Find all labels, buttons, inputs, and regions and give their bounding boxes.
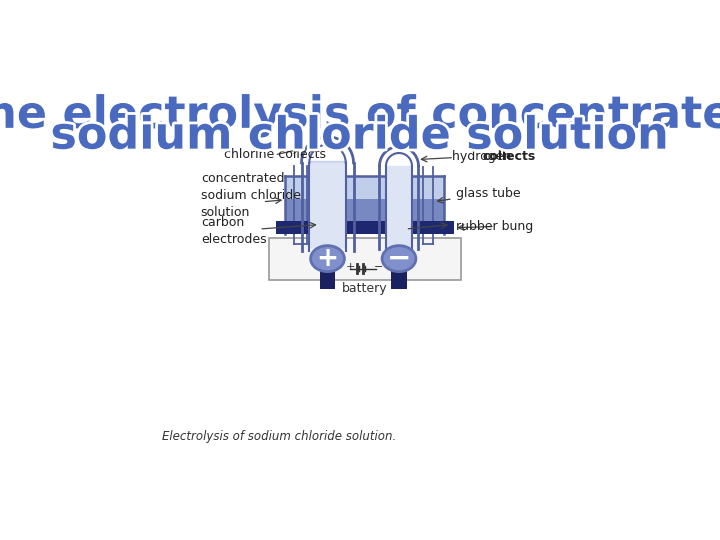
Bar [285, 199, 444, 234]
Ellipse shape [310, 246, 344, 272]
Bar [276, 221, 454, 234]
Text: Electrolysis of sodium chloride solution.: Electrolysis of sodium chloride solution… [162, 430, 396, 443]
Text: carbon
electrodes: carbon electrodes [201, 216, 266, 246]
Text: +: + [317, 246, 338, 272]
Text: concentrated
sodium chloride
solution: concentrated sodium chloride solution [201, 172, 301, 219]
Bar [320, 225, 336, 289]
Text: battery: battery [342, 282, 387, 295]
Text: collects: collects [483, 150, 536, 163]
Text: glass tube: glass tube [438, 187, 520, 203]
Text: rubber bung: rubber bung [456, 220, 534, 233]
Text: sodium chloride solution: sodium chloride solution [50, 114, 670, 158]
Bar [269, 238, 461, 280]
Text: hydrogen: hydrogen [452, 150, 516, 163]
Text: −: − [374, 262, 384, 272]
Text: The electrolysis of concentrated: The electrolysis of concentrated [0, 94, 720, 137]
Text: −: − [387, 245, 411, 273]
Text: chlorine collects: chlorine collects [223, 148, 325, 161]
Bar [320, 231, 335, 238]
Bar [391, 225, 407, 289]
Ellipse shape [382, 246, 416, 272]
Bar [285, 176, 444, 199]
Bar [285, 222, 444, 234]
Bar [392, 234, 406, 238]
Bar [320, 234, 335, 238]
Text: +: + [346, 262, 355, 272]
